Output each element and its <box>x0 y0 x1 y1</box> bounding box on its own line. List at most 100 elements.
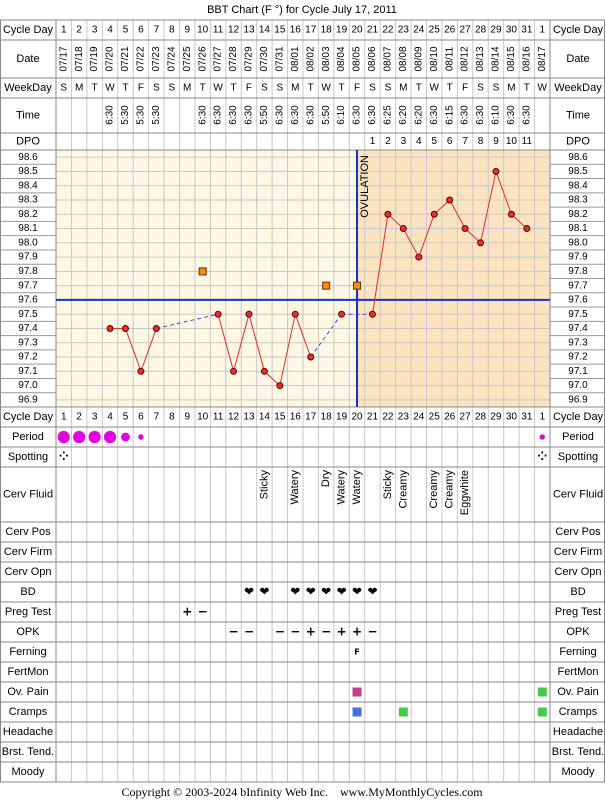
flow-dot <box>539 434 545 440</box>
weekday: W <box>429 83 439 94</box>
temp-point <box>245 310 253 318</box>
cycle-day: 11 <box>213 25 224 36</box>
row-label-right: Cramps <box>559 706 598 718</box>
date: 07/30 <box>259 46 270 71</box>
weekday: W <box>105 83 115 94</box>
y-tick-label-right: 97.7 <box>568 280 588 291</box>
time: 6:15 <box>444 105 455 125</box>
symbol: ❤ <box>321 585 331 599</box>
date: 07/31 <box>274 46 285 71</box>
dpo: 8 <box>478 136 484 147</box>
weekday: T <box>92 83 98 94</box>
y-tick-label: 98.6 <box>18 152 38 163</box>
cycle-day: 3 <box>92 25 98 36</box>
symbol: − <box>244 625 254 639</box>
time: 6:20 <box>413 105 424 125</box>
row-label: Headache <box>3 726 53 738</box>
row-label-right: Brst. Tend. <box>552 746 604 758</box>
row-label: Cycle Day <box>3 24 54 36</box>
weekday: T <box>416 83 422 94</box>
symbol: + <box>352 625 362 639</box>
date: 07/19 <box>89 46 100 71</box>
temp-point <box>430 210 438 218</box>
row-label: Brst. Tend. <box>2 746 54 758</box>
row-label: Cramps <box>9 706 48 718</box>
row-label: Ferning <box>9 646 46 658</box>
dpo: 11 <box>522 136 533 147</box>
y-tick-label: 97.6 <box>18 295 38 306</box>
symbol: − <box>275 625 285 639</box>
y-tick-label: 97.9 <box>18 252 38 263</box>
row-label: OPK <box>16 626 40 638</box>
cycle-day: 19 <box>336 25 348 36</box>
weekday: S <box>493 83 500 94</box>
date: 08/08 <box>398 46 409 71</box>
temp-point <box>415 253 423 261</box>
weekday: S <box>385 83 392 94</box>
date: 08/14 <box>491 46 502 71</box>
row-label: BD <box>20 586 35 598</box>
y-tick-label: 98.0 <box>18 237 38 248</box>
time: 6:30 <box>429 105 440 125</box>
cycle-day-bottom: 3 <box>92 412 98 423</box>
weekday: T <box>524 83 530 94</box>
footer: Copyright © 2003-2024 bInfinity Web Inc.… <box>121 785 483 799</box>
date: 07/24 <box>166 46 177 71</box>
symbol: + <box>182 605 192 619</box>
y-tick-label-right: 98.3 <box>568 195 588 206</box>
row-label-right: Cerv Fluid <box>553 488 603 500</box>
cycle-day-bottom: 28 <box>475 412 487 423</box>
row-label-right: Preg Test <box>555 606 601 618</box>
time: 5:30 <box>151 105 162 125</box>
weekday: W <box>538 83 548 94</box>
date: 08/16 <box>521 46 532 71</box>
cycle-day-bottom: 16 <box>290 412 302 423</box>
cycle-day: 12 <box>228 25 240 36</box>
weekday: F <box>246 83 252 94</box>
cycle-day-bottom: 22 <box>382 412 394 423</box>
cycle-day: 4 <box>107 25 113 36</box>
temp-point <box>260 367 268 375</box>
cycle-day: 7 <box>154 25 160 36</box>
y-tick-label: 97.7 <box>18 280 38 291</box>
y-tick-label-right: 97.4 <box>568 323 588 334</box>
symbol: − <box>229 625 239 639</box>
row-label-right: Ov. Pain <box>557 686 598 698</box>
date: 08/15 <box>506 46 517 71</box>
row-label-right: Headache <box>553 726 603 738</box>
date: 07/18 <box>74 46 85 71</box>
date: 08/04 <box>336 46 347 71</box>
fluid-text: Sticky <box>382 470 394 500</box>
excluded-temp <box>198 267 207 276</box>
date: 07/23 <box>151 46 162 71</box>
cycle-day: 22 <box>382 25 394 36</box>
cycle-day: 20 <box>351 25 363 36</box>
symbol: ❤ <box>306 585 316 599</box>
row-label-right: Date <box>566 53 589 65</box>
cycle-day-bottom: 5 <box>123 412 129 423</box>
row-label-right: BD <box>570 586 585 598</box>
symbol: ❤ <box>290 585 300 599</box>
row-label-right: Cerv Firm <box>554 546 602 558</box>
weekday: T <box>122 83 128 94</box>
cycle-day-bottom: 29 <box>490 412 502 423</box>
cycle-day: 28 <box>475 25 487 36</box>
dpo: 9 <box>493 136 499 147</box>
symptom-square <box>537 707 547 717</box>
cycle-day: 5 <box>123 25 129 36</box>
date: 08/10 <box>429 46 440 71</box>
time: 6:30 <box>290 105 301 125</box>
weekday: F <box>462 83 468 94</box>
time: 6:30 <box>506 105 517 125</box>
row-label: DPO <box>16 135 40 147</box>
fluid-text: Creamy <box>428 470 440 509</box>
dpo: 5 <box>431 136 437 147</box>
weekday: T <box>230 83 236 94</box>
fluid-text: Creamy <box>397 470 409 509</box>
fluid-text: Sticky <box>258 470 270 500</box>
cycle-day-bottom: 8 <box>169 412 175 423</box>
row-label: Moody <box>11 766 45 778</box>
cycle-day-bottom: 6 <box>138 412 144 423</box>
symbol: F <box>354 648 359 657</box>
weekday: F <box>354 83 360 94</box>
